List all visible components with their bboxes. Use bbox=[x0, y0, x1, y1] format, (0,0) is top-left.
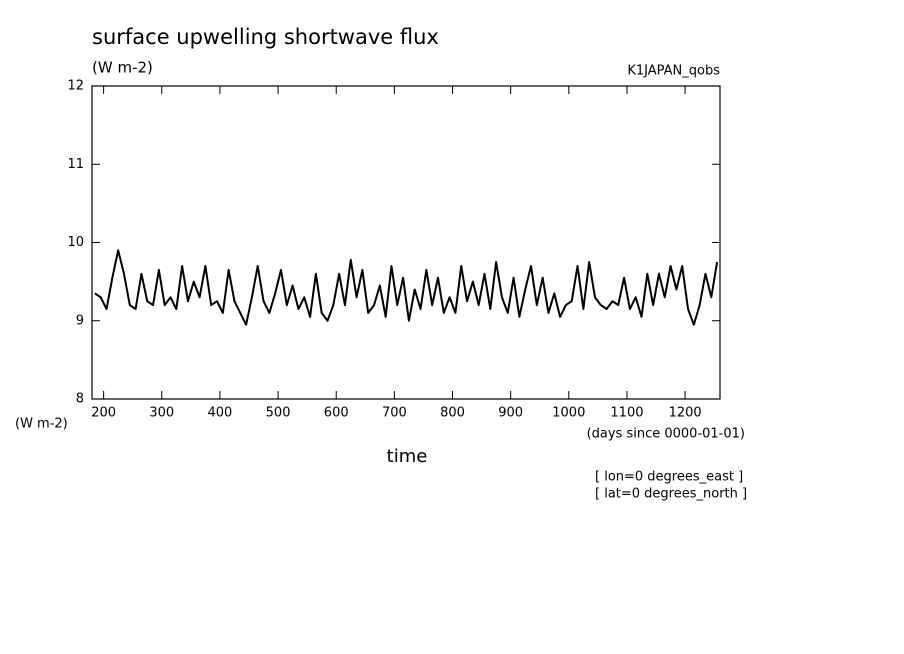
x-tick-label: 800 bbox=[440, 406, 465, 421]
y-tick-label: 12 bbox=[67, 79, 84, 94]
x-units: (days since 0000-01-01) bbox=[587, 427, 745, 442]
data-line bbox=[94, 249, 719, 326]
x-axis-title: time bbox=[387, 446, 428, 467]
note: [ lat=0 degrees_north ] bbox=[595, 487, 747, 502]
x-tick-label: 300 bbox=[149, 406, 174, 421]
x-tick-label: 1100 bbox=[610, 406, 643, 421]
y-tick-label: 11 bbox=[67, 157, 84, 172]
y-units: (W m-2) bbox=[92, 59, 153, 77]
x-tick-label: 500 bbox=[266, 406, 291, 421]
y-tick-label: 9 bbox=[76, 313, 84, 328]
x-tick-label: 200 bbox=[91, 406, 116, 421]
y-units-bottom: (W m-2) bbox=[15, 417, 68, 432]
dataset-label: K1JAPAN_qobs bbox=[627, 64, 720, 79]
x-tick-label: 600 bbox=[324, 406, 349, 421]
x-tick-label: 700 bbox=[382, 406, 407, 421]
x-tick-label: 400 bbox=[208, 406, 233, 421]
x-tick-label: 1200 bbox=[669, 406, 702, 421]
note: [ lon=0 degrees_east ] bbox=[595, 470, 743, 485]
chart-title: surface upwelling shortwave flux bbox=[92, 25, 439, 49]
x-tick-label: 900 bbox=[498, 406, 523, 421]
y-tick-label: 8 bbox=[76, 392, 84, 407]
x-tick-label: 1000 bbox=[552, 406, 585, 421]
y-tick-label: 10 bbox=[67, 235, 84, 250]
